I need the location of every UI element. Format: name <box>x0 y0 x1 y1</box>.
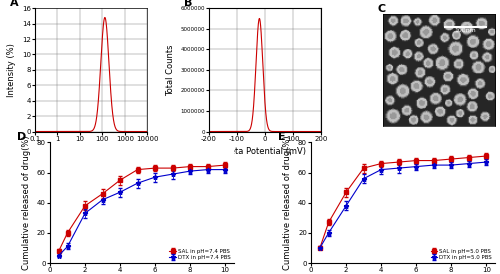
Legend: SAL in pH=7.4 PBS, DTX in pH=7.4 PBS: SAL in pH=7.4 PBS, DTX in pH=7.4 PBS <box>169 248 231 260</box>
Text: C: C <box>377 4 386 13</box>
Text: A: A <box>10 0 19 8</box>
X-axis label: Size (d.nm): Size (d.nm) <box>67 147 115 156</box>
Y-axis label: Intensity (%): Intensity (%) <box>8 43 16 97</box>
Y-axis label: Cumulative released of drug(%): Cumulative released of drug(%) <box>22 135 32 270</box>
Y-axis label: Cumulative released of drug(%): Cumulative released of drug(%) <box>284 135 292 270</box>
Text: D: D <box>17 132 26 142</box>
Y-axis label: Total Counts: Total Counts <box>166 44 174 96</box>
X-axis label: Zeta Potential (mV): Zeta Potential (mV) <box>224 147 306 156</box>
Legend: SAL in pH=5.0 PBS, DTX in pH=5.0 PBS: SAL in pH=5.0 PBS, DTX in pH=5.0 PBS <box>430 248 492 260</box>
Text: B: B <box>184 0 192 8</box>
Text: E: E <box>278 132 285 142</box>
Text: 100nm: 100nm <box>454 28 476 33</box>
